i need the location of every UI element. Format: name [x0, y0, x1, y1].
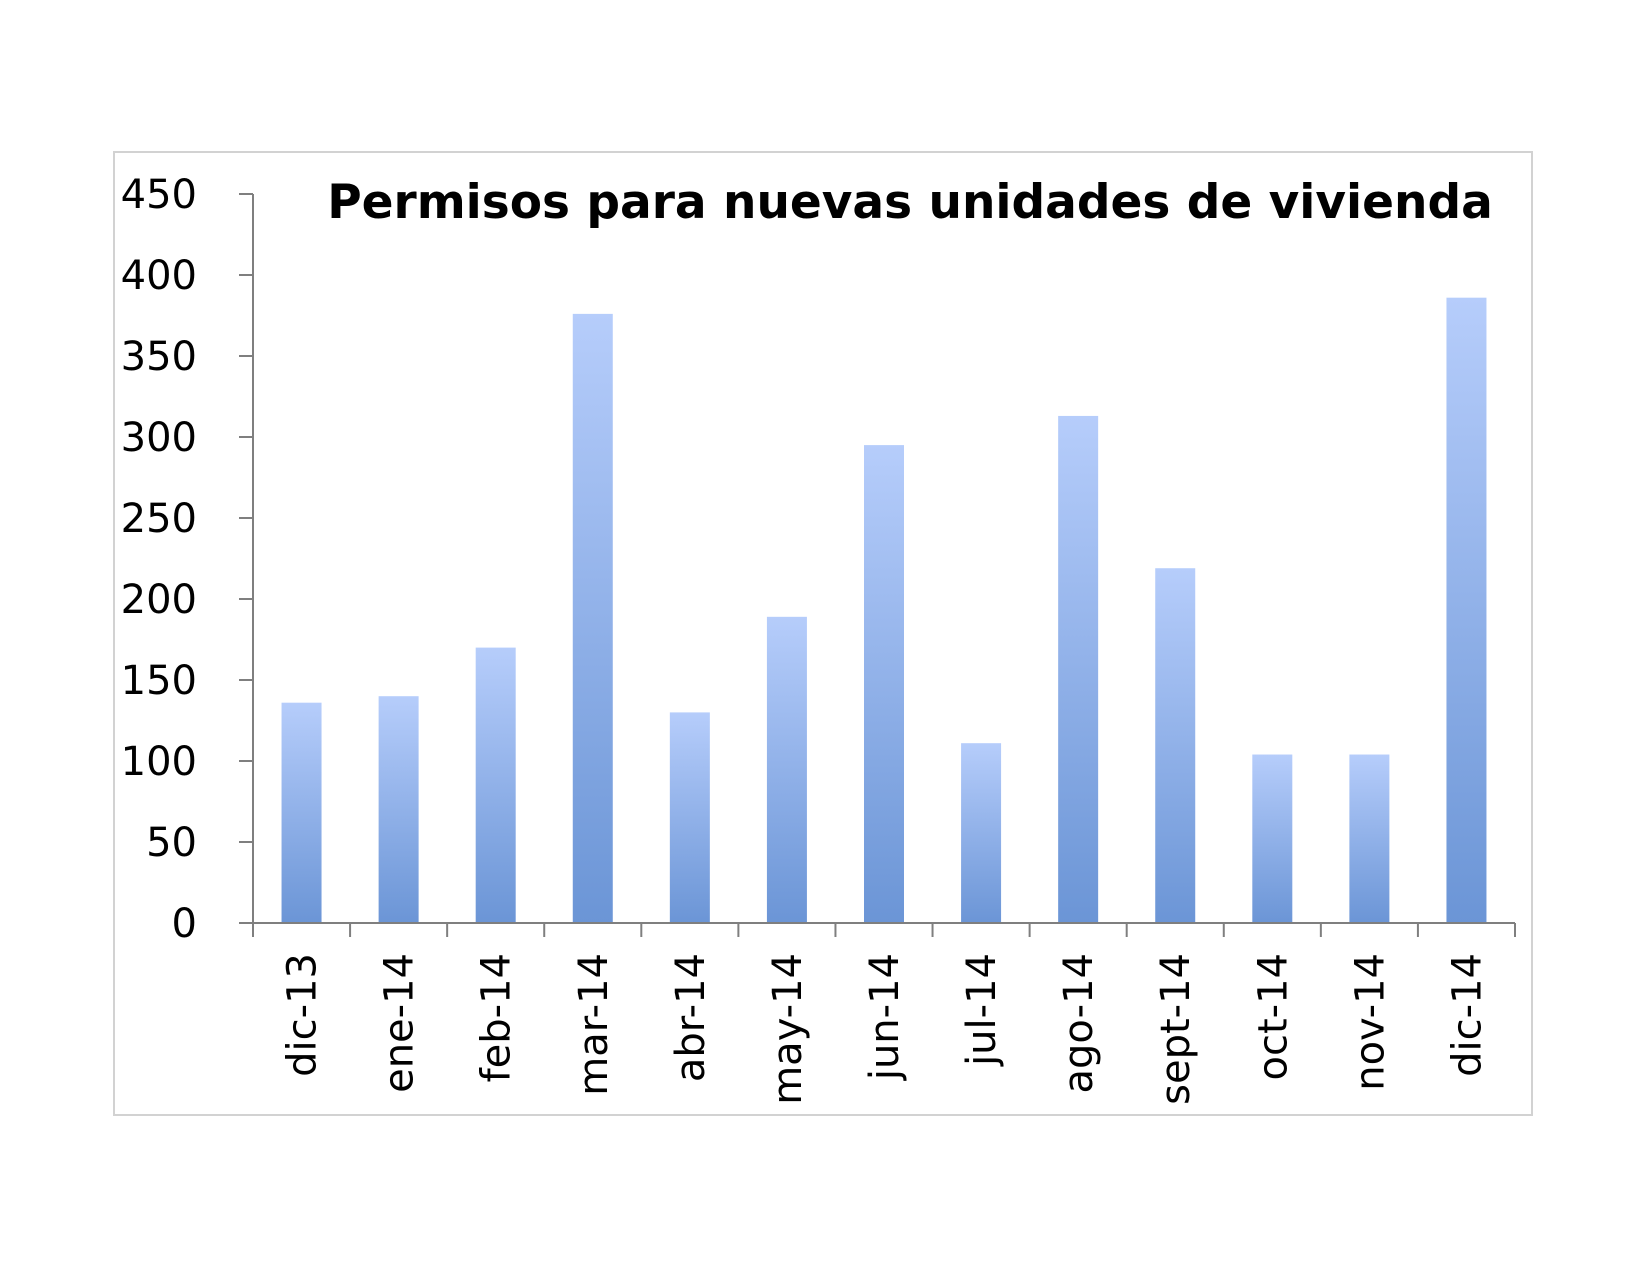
bar-oct-14	[1252, 754, 1293, 923]
y-tick-label: 300	[121, 415, 197, 461]
bar-ago-14	[1058, 415, 1099, 923]
x-tick-label: abr-14	[668, 953, 714, 1082]
x-tick-label: nov-14	[1347, 953, 1393, 1091]
bar-feb-14	[475, 647, 516, 923]
bar-dic-14	[1446, 297, 1487, 923]
x-tick-labels: dic-13 ene-14 feb-14 mar-14 abr-14 may-14 jun-…	[280, 953, 1491, 1105]
bar-chart: Permisos para nuevas unidades de viviend…	[121, 172, 1516, 1105]
x-tick-label: mar-14	[571, 953, 617, 1096]
x-tick-label: feb-14	[474, 953, 520, 1082]
x-tick-label: oct-14	[1250, 953, 1296, 1080]
y-tick-label: 250	[121, 496, 197, 542]
y-tick-label: 0	[172, 901, 197, 947]
bar-sept-14	[1155, 568, 1196, 923]
axis-layer	[239, 193, 1516, 937]
y-tick-label: 50	[146, 820, 197, 866]
y-tick-label: 200	[121, 577, 197, 623]
y-tick-label: 400	[121, 253, 197, 299]
bar-dic-13	[281, 702, 322, 923]
bar-ene-14	[378, 696, 419, 923]
chart-frame: Permisos para nuevas unidades de viviend…	[113, 151, 1533, 1116]
y-tick-label: 350	[121, 334, 197, 380]
x-tick-label: sept-14	[1153, 953, 1199, 1105]
bar-may-14	[766, 616, 807, 923]
x-tick-label: may-14	[765, 953, 811, 1105]
bar-abr-14	[669, 712, 710, 923]
y-tick-labels: 0 50 100 150 200 250 300 350 400 450	[121, 172, 197, 947]
y-tick-label: 100	[121, 739, 197, 785]
x-tick-label: jun-14	[862, 953, 908, 1081]
y-tick-label: 450	[121, 172, 197, 218]
x-tick-label: ene-14	[377, 953, 423, 1093]
x-tick-label: dic-13	[280, 953, 326, 1077]
x-tick-label: ago-14	[1056, 953, 1102, 1093]
chart-title: Permisos para nuevas unidades de viviend…	[327, 175, 1493, 230]
bars-layer	[281, 297, 1487, 923]
bar-nov-14	[1349, 754, 1390, 923]
x-tick-label: dic-14	[1444, 953, 1490, 1077]
x-tick-label: jul-14	[959, 953, 1005, 1067]
y-tick-label: 150	[121, 658, 197, 704]
bar-mar-14	[572, 313, 613, 923]
bar-jun-14	[864, 445, 904, 923]
bar-jul-14	[961, 743, 1002, 923]
